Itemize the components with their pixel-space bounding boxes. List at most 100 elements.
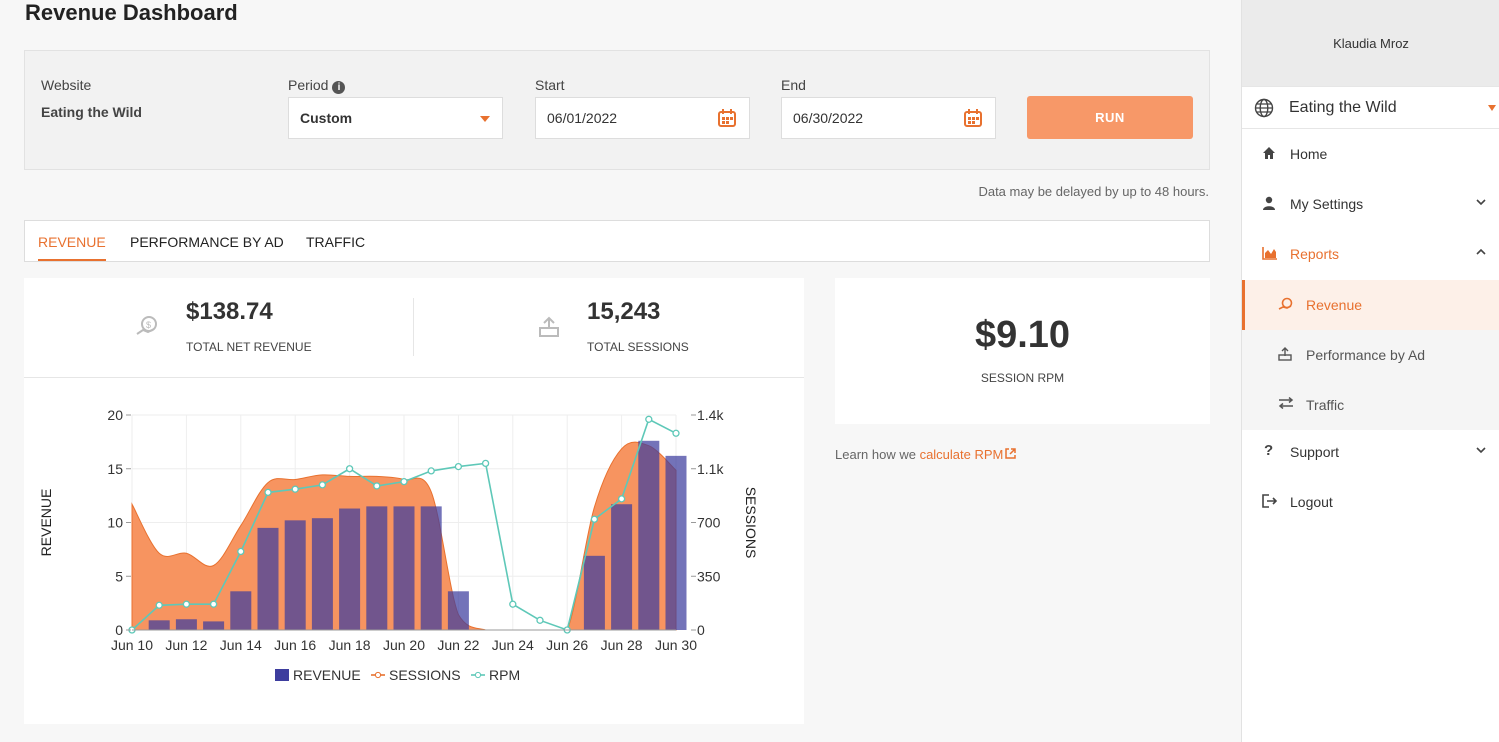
- area-chart-icon: [1262, 247, 1277, 260]
- sidebar-item-label: Revenue: [1306, 297, 1363, 313]
- rpm-point: [318, 481, 327, 489]
- tab-performance-by-ad[interactable]: PERFORMANCE BY AD: [130, 234, 284, 250]
- sidebar-item-home[interactable]: Home: [1242, 129, 1499, 179]
- left-axis-label: REVENUE: [38, 489, 54, 557]
- calendar-icon[interactable]: [717, 108, 737, 128]
- home-icon: [1263, 147, 1275, 159]
- filter-card: Website Eating the Wild Period i Custom S…: [24, 50, 1210, 170]
- chevron-down-icon: [1476, 447, 1486, 454]
- x-tick-label: Jun 16: [274, 637, 316, 653]
- active-tab-indicator: [38, 259, 106, 261]
- period-select[interactable]: Custom: [288, 97, 503, 139]
- sidebar-item-reports[interactable]: Reports: [1242, 229, 1499, 279]
- sidebar-item-label: My Settings: [1290, 196, 1364, 212]
- site-selector[interactable]: Eating the Wild: [1242, 86, 1499, 129]
- sidebar-item-label: Reports: [1290, 246, 1340, 262]
- sidebar-item-support[interactable]: ? Support: [1242, 427, 1499, 477]
- rpm-point: [617, 495, 626, 503]
- rpm-point: [536, 616, 544, 624]
- external-link-icon[interactable]: [1005, 448, 1017, 459]
- calendar-icon[interactable]: [963, 108, 983, 128]
- left-tick-label: 15: [107, 461, 123, 477]
- info-icon[interactable]: i: [332, 81, 346, 94]
- rpm-point: [264, 488, 272, 497]
- revenue-icon: $: [136, 316, 157, 335]
- revenue-bar: [257, 527, 279, 630]
- total-net-revenue-label: TOTAL NET REVENUE: [186, 340, 312, 354]
- right-tick-label: 700: [697, 515, 721, 531]
- rpm-point: [155, 601, 163, 609]
- globe-icon: [1254, 98, 1274, 118]
- right-axis-label: SESSIONS: [743, 487, 759, 559]
- page-title: Revenue Dashboard: [25, 0, 238, 25]
- sidebar-item-logout[interactable]: Logout: [1242, 477, 1499, 527]
- revenue-bar: [230, 591, 252, 630]
- revenue-bar: [339, 508, 361, 630]
- run-button[interactable]: RUN: [1027, 96, 1193, 139]
- revenue-bar: [366, 506, 388, 630]
- tab-revenue[interactable]: REVENUE: [38, 234, 106, 250]
- sidebar-item-label: Support: [1290, 444, 1340, 460]
- rpm-point: [237, 547, 245, 556]
- right-tick-label: 0: [697, 622, 705, 638]
- chevron-up-icon: [1476, 248, 1486, 255]
- left-tick-label: 0: [115, 622, 123, 638]
- tab-traffic[interactable]: TRAFFIC: [306, 234, 366, 250]
- start-date-input[interactable]: 06/01/2022: [535, 97, 750, 139]
- chevron-down-icon: [480, 116, 490, 122]
- x-tick-label: Jun 14: [220, 637, 262, 653]
- sidebar-item-label: Logout: [1290, 494, 1333, 510]
- revenue-icon: [1278, 297, 1293, 310]
- sidebar-item-traffic[interactable]: Traffic: [1242, 380, 1499, 430]
- period-label: Period i: [288, 77, 346, 94]
- rpm-point: [590, 515, 599, 523]
- rpm-point: [645, 415, 653, 423]
- rpm-point: [182, 600, 191, 608]
- left-tick-label: 10: [107, 515, 123, 531]
- right-tick-label: 1.4k: [697, 407, 724, 423]
- kpi-divider: [413, 298, 414, 356]
- revenue-bar: [284, 520, 306, 630]
- start-date-value: 06/01/2022: [547, 110, 618, 126]
- revenue-bar: [611, 504, 633, 630]
- sidebar-item-my-settings[interactable]: My Settings: [1242, 179, 1499, 229]
- chevron-down-icon: [1488, 105, 1496, 111]
- start-label: Start: [535, 77, 565, 93]
- website-value: Eating the Wild: [41, 104, 142, 120]
- end-date-value: 06/30/2022: [793, 110, 864, 126]
- x-tick-label: Jun 10: [111, 637, 153, 653]
- right-tick-label: 1.1k: [697, 461, 724, 477]
- legend-sessions-label: SESSIONS: [389, 667, 461, 683]
- session-rpm-value: $9.10: [974, 314, 1071, 356]
- total-sessions-label: TOTAL SESSIONS: [587, 340, 689, 354]
- x-tick-label: Jun 20: [383, 637, 425, 653]
- sidebar-item-revenue[interactable]: Revenue: [1242, 280, 1499, 330]
- revenue-bar: [447, 591, 469, 630]
- x-tick-label: Jun 24: [492, 637, 534, 653]
- calculate-rpm-link[interactable]: calculate RPM: [919, 447, 1004, 462]
- site-name: Eating the Wild: [1289, 99, 1397, 116]
- x-tick-label: Jun 22: [437, 637, 479, 653]
- user-name[interactable]: Klaudia Mroz: [1333, 36, 1409, 51]
- logout-icon: [1262, 494, 1278, 508]
- kpi-card: $ $138.74 TOTAL NET REVENUE 15,243 TOTAL…: [24, 278, 804, 724]
- rpm-point: [373, 482, 381, 490]
- revenue-bar: [148, 620, 170, 630]
- sidebar-item-performance-by-ad[interactable]: Performance by Ad: [1242, 330, 1499, 380]
- revenue-bar: [203, 621, 225, 630]
- session-rpm-label: SESSION RPM: [980, 371, 1065, 385]
- legend-sessions-marker: [374, 671, 382, 679]
- rpm-point: [400, 478, 408, 486]
- rpm-point: [291, 485, 299, 493]
- learn-rpm-text: Learn how we calculate RPM: [835, 447, 1017, 462]
- end-date-input[interactable]: 06/30/2022: [781, 97, 996, 139]
- revenue-bar: [638, 440, 660, 630]
- rpm-card: $9.10 SESSION RPM: [835, 278, 1210, 424]
- ad-upload-icon: [1278, 347, 1292, 361]
- kpi-separator: [24, 377, 804, 378]
- total-sessions-value: 15,243: [587, 298, 661, 325]
- rpm-point: [454, 462, 463, 471]
- legend-rpm-label: RPM: [489, 667, 520, 683]
- left-tick-label: 5: [115, 568, 123, 584]
- delay-note: Data may be delayed by up to 48 hours.: [978, 184, 1209, 199]
